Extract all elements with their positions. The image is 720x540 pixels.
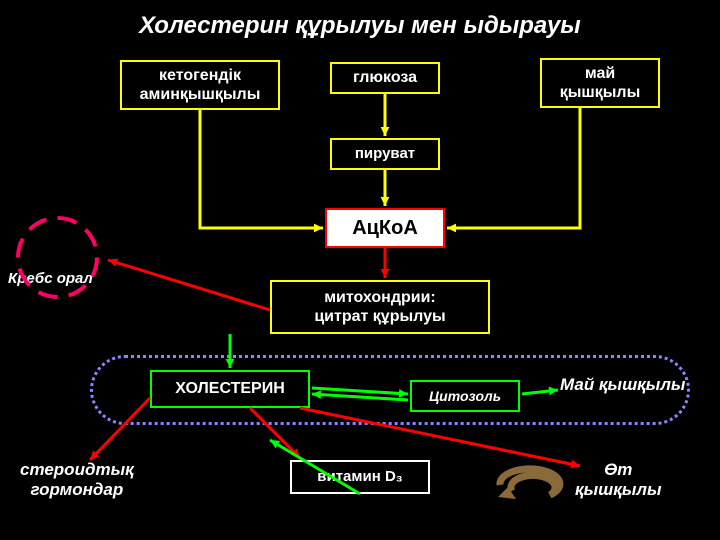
label-steroid-hormones: стероидтықгормондар (20, 460, 134, 500)
box-pyruvate: пируват (330, 138, 440, 170)
box-ketogenic-amino: кетогендікаминқышқылы (120, 60, 280, 110)
krebs-cycle-icon (10, 210, 110, 310)
label-fatty-acid-2: Май қышқылы (560, 375, 685, 395)
swirl-icon (490, 465, 570, 535)
box-vitamin-d3: витамин D₃ (290, 460, 430, 494)
box-fatty-acid: майқышқылы (540, 58, 660, 108)
box-glucose: глюкоза (330, 62, 440, 94)
diagram-canvas: Холестерин құрылуы мен ыдырауы кетогенді… (0, 0, 720, 540)
box-cholesterol: ХОЛЕСТЕРИН (150, 370, 310, 408)
diagram-title: Холестерин құрылуы мен ыдырауы (0, 12, 720, 40)
box-acetyl-coa: АцКоА (325, 208, 445, 248)
box-mitochondria: митохондрии:цитрат құрылуы (270, 280, 490, 334)
box-cytosol: Цитозоль (410, 380, 520, 412)
label-bile-acid: Өтқышқылы (575, 460, 661, 500)
